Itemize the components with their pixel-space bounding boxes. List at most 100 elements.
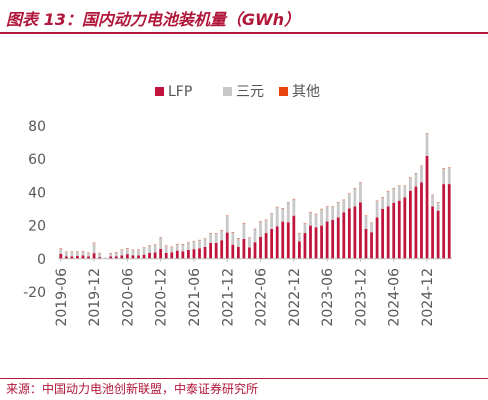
bar-三元-2025-02 — [436, 202, 440, 211]
bar-其他-2019-06 — [59, 248, 63, 249]
bar-LFP-2021-10 — [214, 242, 218, 259]
bar-三元-2024-04 — [381, 197, 385, 209]
bar-三元-2022-09 — [275, 207, 279, 227]
bar-LFP-2022-03 — [242, 238, 246, 259]
legend-label-1: 三元 — [236, 84, 264, 100]
bar-LFP-2024-06 — [392, 202, 396, 259]
bar-LFP-2024-10 — [414, 186, 418, 259]
bar-三元-2019-09 — [76, 251, 79, 256]
bar-三元-2021-11 — [220, 230, 224, 241]
bar-LFP-2023-10 — [347, 208, 351, 259]
bar-LFP-2023-08 — [336, 217, 340, 259]
bar-LFP-2022-09 — [275, 226, 279, 259]
bar-LFP-2023-03 — [309, 225, 312, 259]
bar-LFP-2019-08 — [70, 256, 74, 259]
x-tick-label-8: 2023-06 — [320, 268, 336, 327]
bar-三元-2024-01 — [364, 215, 368, 229]
bar-series — [59, 133, 451, 259]
x-tick-label-6: 2022-06 — [254, 268, 270, 327]
legend-label-2: 其他 — [292, 84, 320, 100]
bar-LFP-2019-07 — [64, 256, 68, 259]
bar-其他-2019-12 — [92, 242, 96, 244]
legend-swatch-2 — [279, 87, 288, 96]
bar-三元-2023-04 — [314, 213, 318, 228]
bar-LFP-2024-07 — [397, 200, 401, 259]
bar-三元-2024-11 — [420, 165, 423, 183]
bar-三元-2024-07 — [397, 185, 401, 201]
bar-LFP-2024-03 — [375, 217, 379, 259]
bar-三元-2022-01 — [231, 232, 235, 245]
bar-三元-2020-12 — [159, 237, 163, 249]
bar-LFP-2021-06 — [192, 249, 196, 259]
bar-三元-2025-04 — [447, 167, 451, 185]
bar-三元-2021-03 — [175, 244, 179, 251]
bar-三元-2023-05 — [320, 209, 323, 226]
bar-三元-2024-06 — [392, 188, 396, 203]
x-tick-label-5: 2021-12 — [220, 268, 236, 327]
bar-LFP-2023-02 — [303, 233, 307, 259]
bar-LFP-2020-07 — [131, 255, 135, 259]
bar-LFP-2023-09 — [342, 212, 346, 259]
chart-legend: LFP 三元 其他 — [155, 84, 320, 100]
bar-LFP-2022-07 — [264, 233, 268, 259]
bar-三元-2019-10 — [81, 251, 85, 256]
bar-三元-2019-11 — [87, 252, 90, 257]
x-tick-label-0: 2019-06 — [54, 268, 70, 327]
bar-三元-2024-09 — [408, 177, 412, 191]
bar-LFP-2021-03 — [175, 250, 179, 259]
bar-三元-2023-12 — [359, 182, 362, 203]
bar-LFP-2022-12 — [292, 215, 296, 259]
bar-LFP-2021-08 — [203, 246, 207, 259]
bar-三元-2021-12 — [225, 215, 229, 233]
bar-三元-2024-08 — [403, 185, 407, 198]
bar-LFP-2021-09 — [209, 243, 212, 259]
bar-三元-2025-03 — [442, 168, 446, 185]
y-axis: -20 0 20 40 60 80 — [23, 119, 46, 301]
bar-三元-2020-01 — [98, 252, 101, 258]
figure-title-bar: 图表 13：国内动力电池装机量（GWh） — [0, 0, 488, 30]
bar-三元-2021-08 — [203, 238, 207, 247]
bar-LFP-2020-08 — [137, 255, 140, 259]
bar-三元-2022-03 — [242, 223, 246, 239]
bar-三元-2019-08 — [70, 251, 74, 257]
bar-LFP-2021-11 — [220, 240, 224, 259]
bar-LFP-2021-01 — [164, 252, 168, 259]
bar-LFP-2022-11 — [286, 222, 290, 259]
bar-三元-2023-07 — [331, 206, 335, 220]
bar-三元-2020-05 — [120, 249, 124, 256]
bar-LFP-2023-05 — [320, 225, 323, 259]
bar-三元-2024-10 — [414, 173, 418, 187]
bar-三元-2021-10 — [214, 233, 218, 243]
bar-三元-2022-05 — [253, 228, 257, 243]
bar-三元-2024-12 — [425, 133, 429, 156]
figure-title: 图表 13：国内动力电池装机量（GWh） — [6, 10, 301, 29]
bar-三元-2022-08 — [270, 213, 274, 229]
bar-三元-2025-01 — [431, 194, 434, 207]
bar-三元-2022-02 — [236, 238, 240, 247]
bar-三元-2020-06 — [125, 248, 129, 255]
bar-LFP-2020-03 — [109, 256, 113, 259]
bar-三元-2023-06 — [325, 206, 329, 222]
x-tick-label-1: 2019-12 — [87, 268, 103, 327]
bar-LFP-2023-11 — [353, 206, 357, 259]
bar-LFP-2024-11 — [420, 182, 423, 259]
bar-三元-2022-07 — [264, 219, 268, 234]
x-tick-label-4: 2021-06 — [187, 268, 203, 327]
bar-LFP-2021-05 — [187, 250, 190, 259]
bar-LFP-2021-12 — [225, 232, 229, 259]
source-divider — [0, 378, 488, 379]
bar-LFP-2021-07 — [198, 248, 201, 259]
bar-LFP-2020-06 — [125, 254, 129, 259]
bar-三元-2023-09 — [342, 199, 346, 213]
bar-三元-2021-07 — [198, 240, 201, 249]
x-axis: 2019-06 2019-12 2020-06 2020-12 2021-06 2021-… — [54, 258, 452, 327]
bar-三元-2023-10 — [347, 193, 351, 209]
bar-LFP-2023-12 — [359, 202, 362, 259]
bar-LFP-2020-09 — [142, 254, 146, 259]
x-tick-label-10: 2024-06 — [387, 268, 403, 327]
bar-三元-2024-03 — [375, 200, 379, 218]
bar-LFP-2025-02 — [436, 210, 440, 259]
bar-三元-2023-11 — [353, 188, 357, 207]
bar-LFP-2025-04 — [447, 184, 451, 259]
bar-三元-2019-07 — [64, 251, 68, 257]
